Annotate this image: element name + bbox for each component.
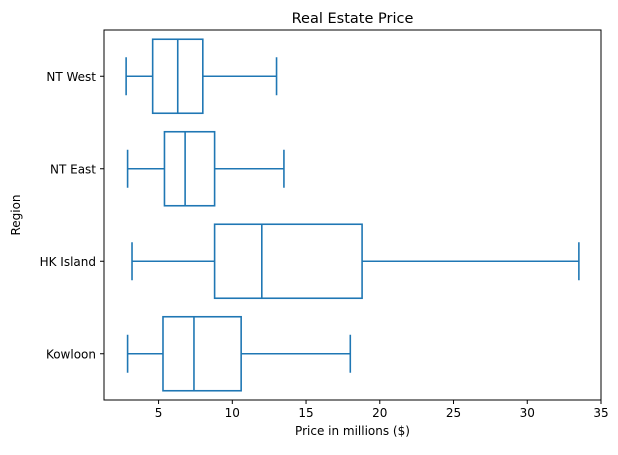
x-tick-label: 30 (520, 406, 535, 420)
y-tick-label: HK Island (40, 255, 96, 269)
y-axis-label: Region (9, 194, 23, 235)
x-tick-label: 35 (593, 406, 608, 420)
box-iqr (162, 315, 242, 392)
chart-title: Real Estate Price (292, 11, 414, 27)
y-tick-label: NT West (46, 70, 96, 84)
x-tick-label: 25 (446, 406, 461, 420)
x-tick-label: 15 (298, 406, 313, 420)
box-iqr (213, 223, 363, 300)
x-tick-label: 10 (225, 406, 240, 420)
y-tick-label: NT East (50, 162, 96, 176)
plot-frame (103, 29, 602, 401)
x-tick-label: 20 (372, 406, 387, 420)
y-tick-label: Kowloon (46, 347, 96, 361)
x-tick-label: 5 (155, 406, 163, 420)
x-axis-label: Price in millions ($) (295, 424, 410, 438)
box-iqr (163, 130, 216, 207)
